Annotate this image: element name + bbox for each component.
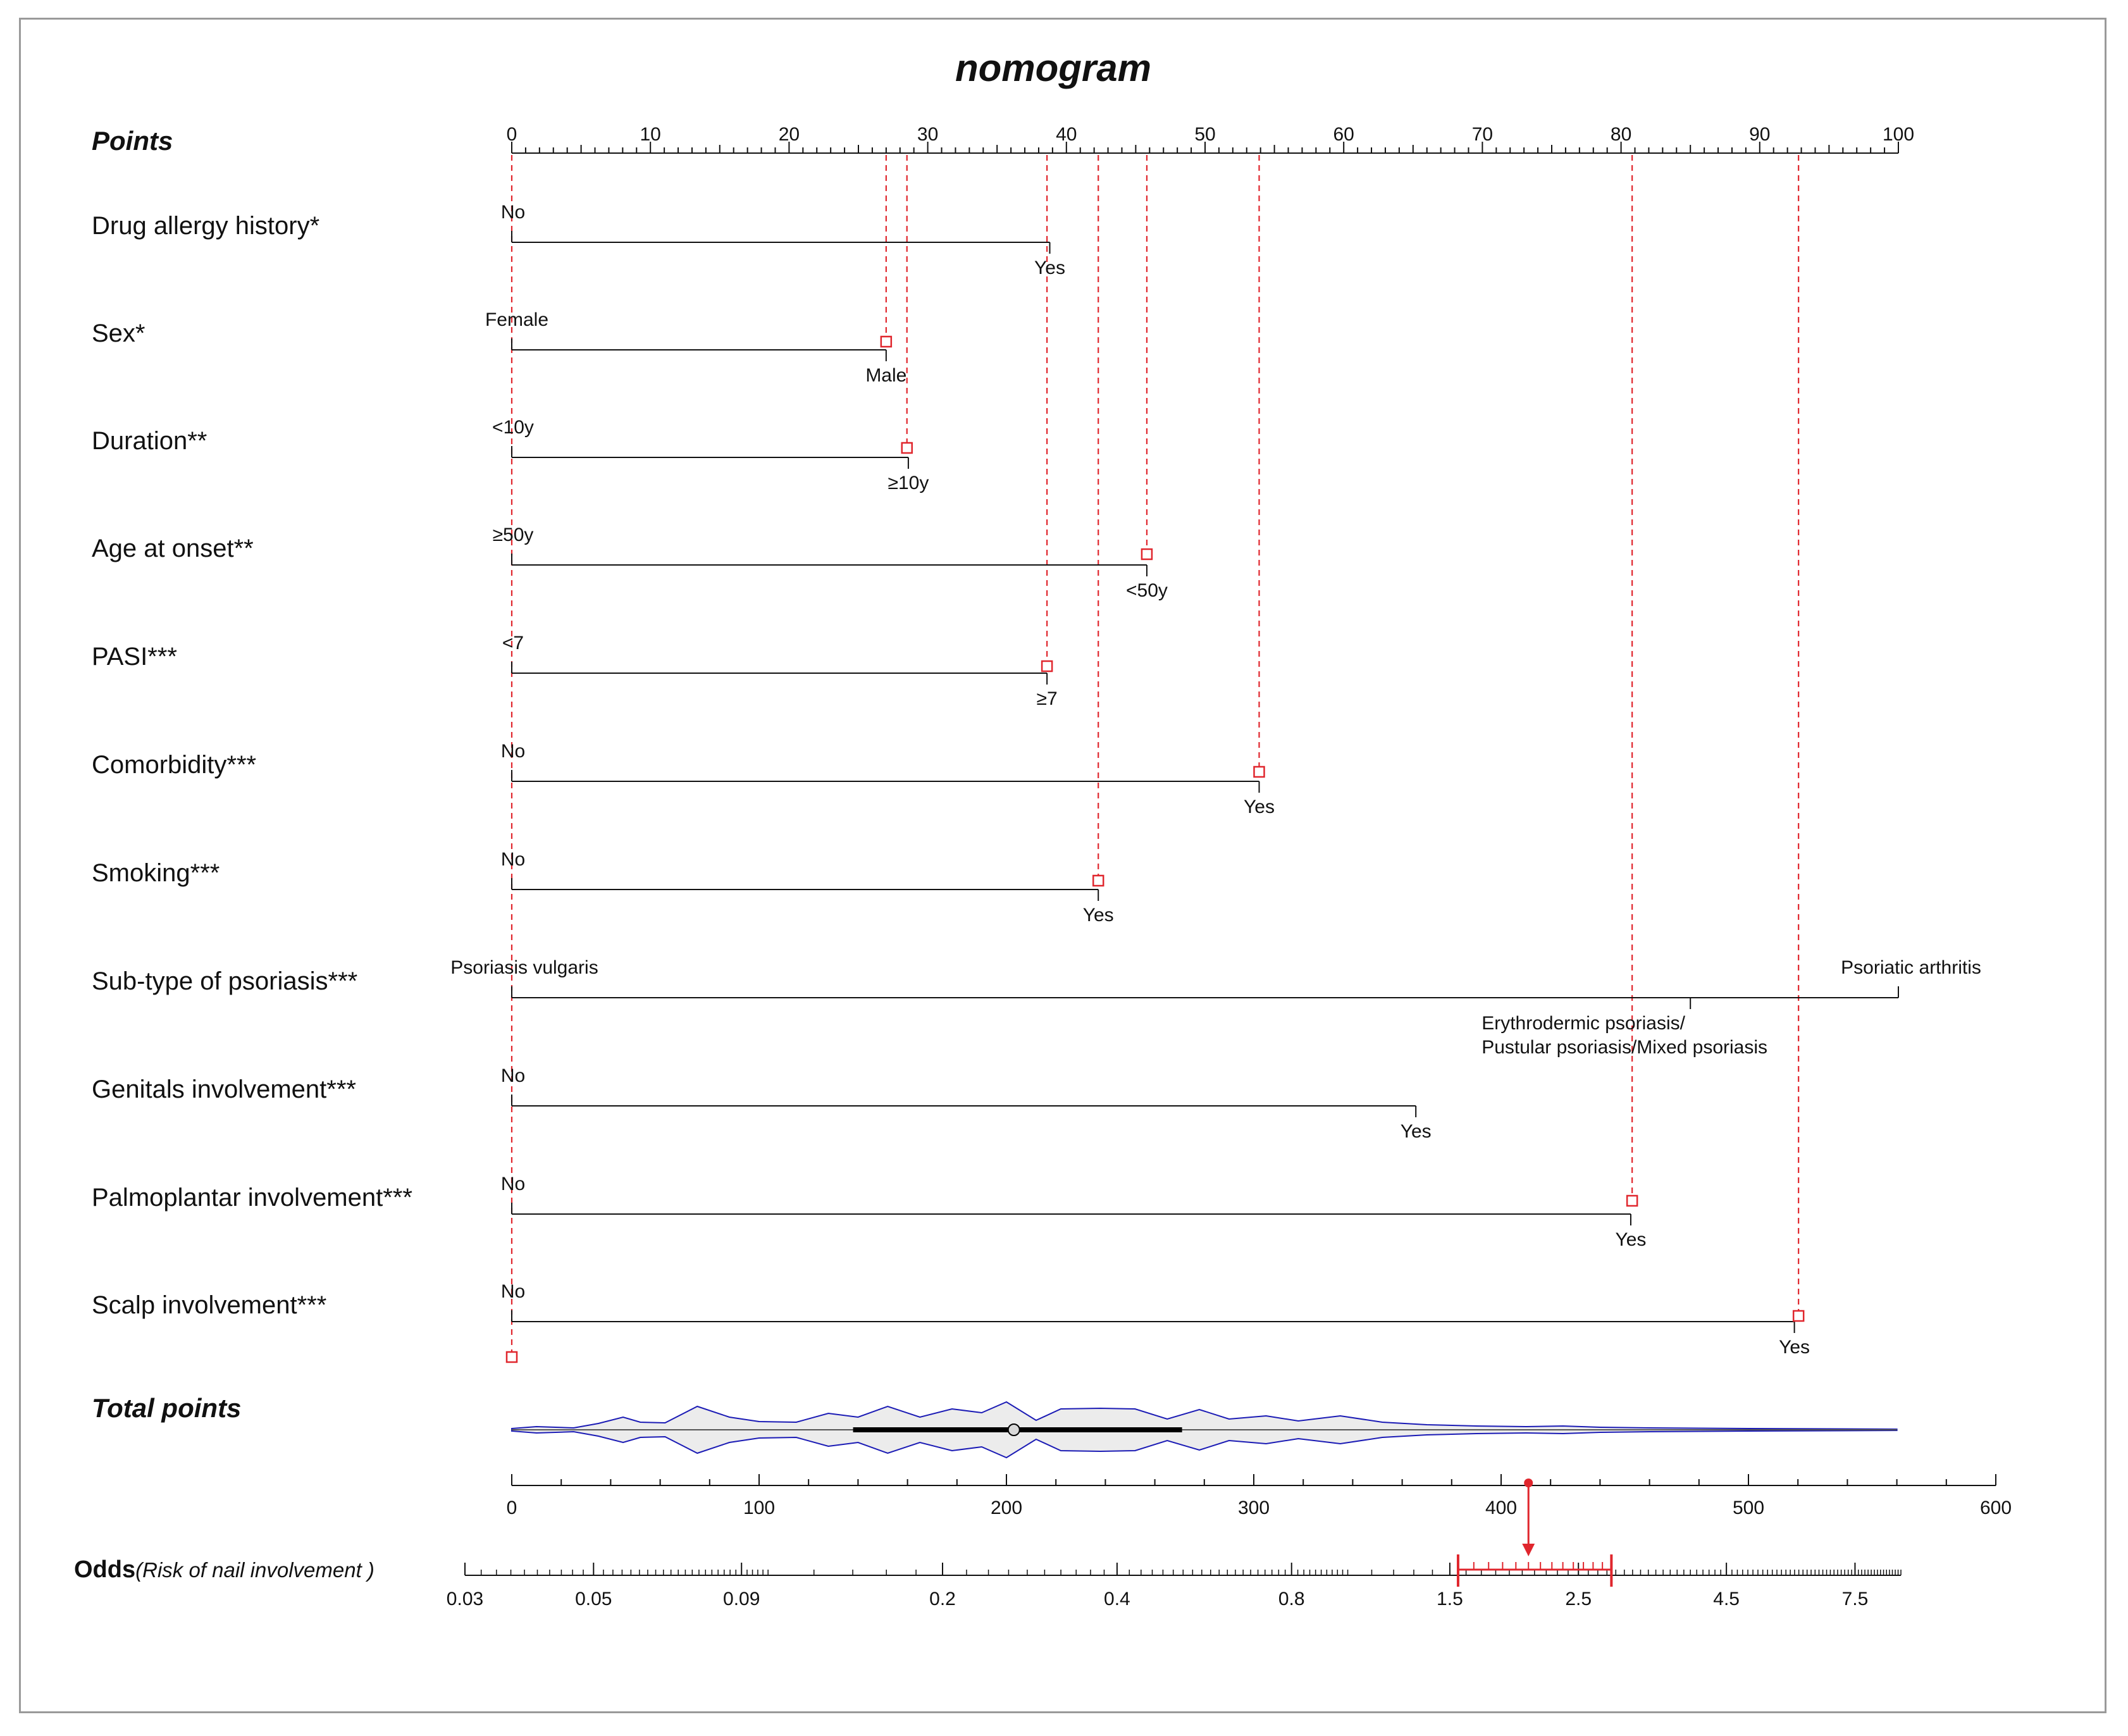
level-label: Yes — [1244, 797, 1275, 817]
selected-marker — [1141, 548, 1153, 561]
level-label: Psoriatic arthritis — [1841, 957, 1981, 978]
points-axis: 0 10 20 30 40 50 60 70 80 90 100 — [507, 124, 1914, 154]
total-tick-label: 500 — [1733, 1497, 1764, 1518]
level-label: No — [501, 1281, 525, 1302]
odds-axis-label: Odds(Risk of nail involvement ) — [74, 1556, 374, 1583]
level-label: <10y — [492, 417, 534, 438]
points-tick-label: 30 — [917, 124, 938, 145]
odds-pointer-origin — [1524, 1479, 1533, 1487]
level-label: Yes — [1615, 1229, 1646, 1250]
odds-tick-label: 0.2 — [929, 1589, 956, 1609]
points-tick-label: 50 — [1194, 124, 1215, 145]
chart-title: nomogram — [955, 47, 1151, 89]
level-label: No — [501, 1065, 525, 1086]
total-tick-label: 300 — [1238, 1497, 1270, 1518]
variable-label: Drug allergy history* — [92, 212, 319, 240]
selected-marker — [1253, 766, 1265, 778]
level-label: Male — [865, 365, 906, 386]
variable-label: Duration** — [92, 427, 207, 455]
variable-label: Scalp involvement*** — [92, 1291, 326, 1319]
odds-sublabel: (Risk of nail involvement ) — [135, 1558, 374, 1582]
variable-label: Genitals involvement*** — [92, 1076, 356, 1103]
odds-tick-label: 0.8 — [1278, 1589, 1305, 1609]
level-label: ≥7 — [1037, 688, 1058, 709]
total-points-distribution — [511, 1401, 1898, 1459]
selected-marker — [1626, 1194, 1638, 1207]
variable-label: Comorbidity*** — [92, 751, 256, 779]
variable-scales: Drug allergy history* No Yes Sex* Female Male… — [92, 202, 1981, 1358]
odds-tick-label: 0.09 — [723, 1589, 760, 1609]
variable-label: Smoking*** — [92, 859, 220, 887]
points-tick-label: 60 — [1333, 124, 1354, 145]
level-label: No — [501, 1174, 525, 1194]
level-label: Erythrodermic psoriasis/ — [1482, 1013, 1685, 1034]
odds-tick-label: 4.5 — [1713, 1589, 1740, 1609]
odds-axis: 0.03 0.05 0.09 0.2 0.4 0.8 1.5 2.5 4.5 7.5 — [447, 1563, 1902, 1609]
total-tick-label: 600 — [1980, 1497, 2012, 1518]
variable-label: Palmoplantar involvement*** — [92, 1184, 412, 1212]
selected-marker — [505, 1351, 518, 1363]
points-axis-label: Points — [92, 126, 173, 156]
total-tick-label: 100 — [743, 1497, 775, 1518]
level-label: <50y — [1126, 580, 1168, 601]
total-tick-label: 200 — [991, 1497, 1022, 1518]
level-label-line2: Pustular psoriasis/Mixed psoriasis — [1482, 1037, 1767, 1058]
level-label: <7 — [502, 633, 524, 654]
total-tick-label: 400 — [1485, 1497, 1517, 1518]
points-tick-label: 70 — [1472, 124, 1493, 145]
total-points-label: Total points — [92, 1393, 241, 1423]
level-label: Yes — [1779, 1337, 1810, 1358]
level-label: ≥10y — [888, 473, 929, 493]
level-label: No — [501, 202, 525, 223]
odds-tick-label: 2.5 — [1565, 1589, 1592, 1609]
selected-markers — [505, 335, 1805, 1587]
violin-median-point — [1007, 1423, 1020, 1436]
odds-tick-label: 0.05 — [575, 1589, 612, 1609]
guide-lines — [510, 155, 1800, 1357]
selected-marker — [880, 335, 893, 348]
odds-tick-label: 7.5 — [1842, 1589, 1869, 1609]
odds-tick-label: 0.4 — [1104, 1589, 1130, 1609]
points-tick-label: 0 — [507, 124, 517, 145]
variable-label: Age at onset** — [92, 535, 254, 562]
level-label: ≥50y — [493, 524, 534, 545]
odds-tick-label: 1.5 — [1437, 1589, 1463, 1609]
odds-pointer-arrow — [1522, 1544, 1535, 1556]
level-label: Yes — [1034, 257, 1065, 278]
level-label: Female — [485, 309, 548, 330]
points-tick-label: 90 — [1749, 124, 1770, 145]
total-tick-label: 0 — [507, 1497, 517, 1518]
points-tick-label: 80 — [1611, 124, 1631, 145]
selected-marker — [1041, 660, 1053, 673]
total-points-axis: 0 100 200 300 400 500 600 — [507, 1474, 2012, 1518]
level-label: No — [501, 849, 525, 870]
points-tick-label: 10 — [640, 124, 661, 145]
points-tick-label: 100 — [1883, 124, 1914, 145]
level-label: Psoriasis vulgaris — [450, 957, 598, 978]
variable-label: Sex* — [92, 319, 145, 347]
points-tick-label: 20 — [779, 124, 800, 145]
points-tick-label: 40 — [1056, 124, 1077, 145]
level-label: No — [501, 741, 525, 762]
selected-marker — [1792, 1310, 1805, 1322]
odds-tick-label: 0.03 — [447, 1589, 483, 1609]
variable-label: PASI*** — [92, 643, 177, 671]
level-label: Yes — [1401, 1121, 1432, 1142]
level-label: Yes — [1083, 905, 1114, 926]
selected-marker — [901, 442, 913, 454]
selected-marker — [1092, 874, 1104, 887]
odds-label: Odds — [74, 1556, 135, 1583]
variable-label: Sub-type of psoriasis*** — [92, 967, 357, 995]
